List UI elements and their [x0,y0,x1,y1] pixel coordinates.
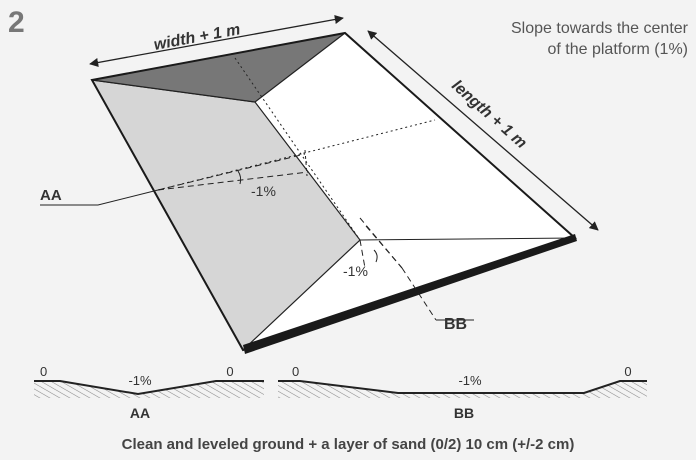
platform-front-edge [243,234,577,354]
profile-aa-center: -1% [128,373,152,388]
section-label-aa: AA [40,187,62,204]
dimension-width-arrow [89,14,344,68]
platform-valley-line [359,237,576,241]
section-aa-line-upper [157,153,306,191]
section-aa-tick [304,149,308,177]
profile-aa-label: AA [130,405,150,421]
dimension-length-arrow [367,30,599,231]
step-number: 2 [8,6,25,39]
dimension-width-label: width + 1 m [153,21,242,54]
section-bb-line-3 [359,239,366,269]
slope-label-left: -1% [251,183,276,199]
profile-bb-edge-left: 0 [292,364,299,379]
section-bb-angle-arc [373,249,378,263]
profile-aa-ground-line [34,380,264,396]
footer-caption: Clean and leveled ground + a layer of sa… [121,436,575,453]
slope-label-right: -1% [343,263,368,279]
profile-bb-ground-line [278,380,647,394]
section-aa-angle-arc [237,170,242,185]
section-aa-line-lower [157,171,309,191]
profile-aa: 0 -1% 0 AA [34,364,264,421]
section-bb-leader [401,267,437,321]
profile-bb: 0 -1% 0 BB [278,364,647,421]
profile-bb-center: -1% [458,373,482,388]
leader-aa [40,189,159,206]
profile-aa-edge-right: 0 [226,364,233,379]
profile-aa-hatch [34,381,264,398]
profile-bb-edge-right: 0 [624,364,631,379]
profile-aa-edge-left: 0 [40,364,47,379]
section-label-bb: BB [444,316,467,333]
guide-dotted-ridge [234,57,361,241]
profile-bb-label: BB [454,405,474,421]
